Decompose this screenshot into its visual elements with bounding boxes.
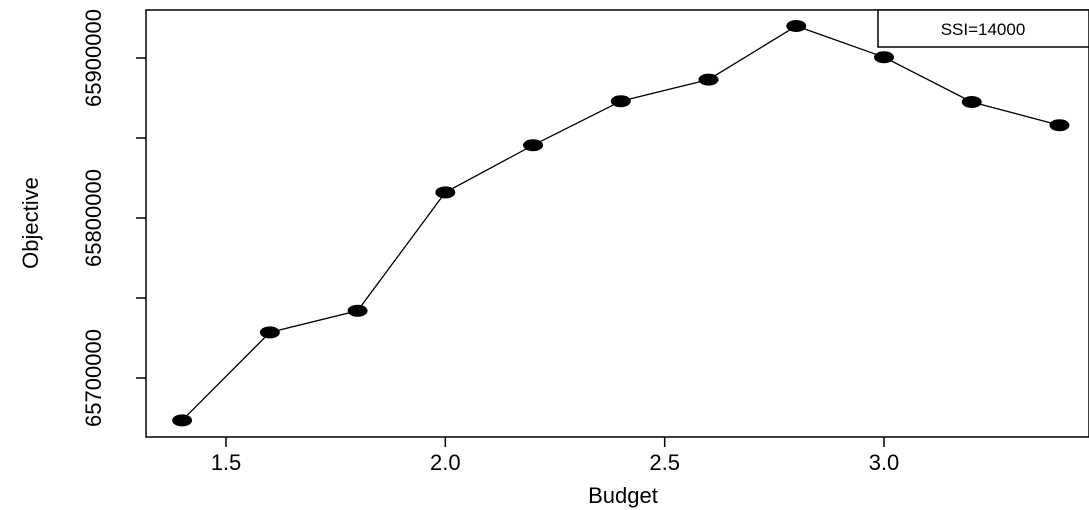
data-point bbox=[172, 414, 193, 427]
data-point bbox=[523, 139, 544, 152]
data-point bbox=[874, 51, 894, 64]
legend-entry: SSI=14000 bbox=[941, 20, 1026, 39]
data-point bbox=[698, 73, 719, 86]
series-points bbox=[172, 20, 1070, 427]
legend-box bbox=[877, 9, 1089, 48]
x-axis: 1.5 2.0 2.5 3.0 bbox=[211, 437, 900, 475]
y-tick-label: 65700000 bbox=[81, 329, 106, 427]
x-axis-title: Budget bbox=[588, 483, 658, 508]
data-point bbox=[786, 20, 807, 32]
data-point bbox=[1049, 119, 1070, 132]
x-tick-label: 2.0 bbox=[430, 450, 461, 475]
data-point bbox=[961, 96, 982, 108]
x-tick-label: 3.0 bbox=[869, 450, 900, 475]
x-tick-label: 1.5 bbox=[211, 450, 242, 475]
y-tick-label: 65900000 bbox=[81, 9, 106, 107]
x-tick-label: 2.5 bbox=[649, 450, 680, 475]
y-axis: 65700000 65800000 65900000 bbox=[81, 9, 146, 427]
data-point bbox=[610, 95, 631, 108]
data-point bbox=[259, 326, 280, 339]
legend: SSI=14000 bbox=[877, 9, 1089, 48]
series-lines bbox=[181, 25, 1060, 421]
plot-frame bbox=[145, 9, 1089, 438]
data-point bbox=[435, 186, 456, 199]
series-line bbox=[181, 25, 1060, 421]
data-point bbox=[347, 304, 368, 317]
y-tick-label: 65800000 bbox=[81, 169, 106, 267]
y-axis-title: Objective bbox=[18, 177, 43, 269]
